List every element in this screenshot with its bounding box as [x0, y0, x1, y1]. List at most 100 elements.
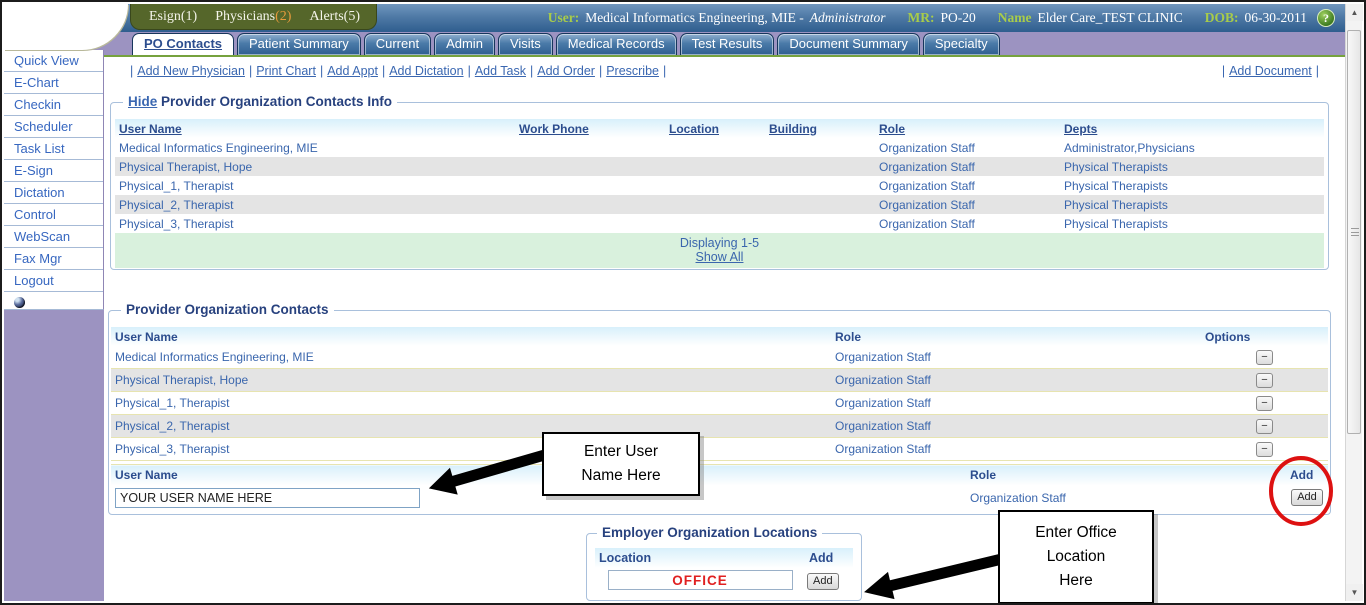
globe-icon[interactable] — [14, 297, 25, 308]
cell-depts: Physical Therapists — [1064, 216, 1168, 231]
mr-label: MR: — [907, 10, 935, 25]
cell-role: Organization Staff — [875, 157, 1060, 176]
sidebar-item-quick-view[interactable]: Quick View — [4, 50, 103, 72]
cell-depts: Physical Therapists — [1060, 157, 1324, 176]
employer-locations-title: Employer Organization Locations — [597, 525, 823, 540]
link-print-chart[interactable]: Print Chart — [256, 64, 316, 78]
esign-count: (1) — [180, 8, 198, 24]
remove-contact-button[interactable]: − — [1256, 350, 1273, 365]
scroll-down-icon[interactable]: ▼ — [1346, 584, 1363, 601]
sidebar-item-task-list[interactable]: Task List — [4, 138, 103, 160]
table-row[interactable]: Physical_3, Therapist Organization Staff − — [111, 437, 1328, 461]
remove-contact-button[interactable]: − — [1256, 419, 1273, 434]
col-user-name[interactable]: User Name — [115, 119, 515, 138]
sidebar-item-dictation[interactable]: Dictation — [4, 182, 103, 204]
col-building[interactable]: Building — [765, 119, 875, 138]
tab-current[interactable]: Current — [363, 33, 432, 55]
sidebar-item-scheduler[interactable]: Scheduler — [4, 116, 103, 138]
table-row[interactable]: Physical_1, Therapist Organization Staff P… — [115, 176, 1324, 195]
sidebar-item-e-sign[interactable]: E-Sign — [4, 160, 103, 182]
col-location[interactable]: Location — [665, 119, 765, 138]
link-add-task[interactable]: Add Task — [474, 64, 527, 78]
add-contact-row: Organization Staff Add — [111, 485, 1328, 511]
po-contacts-title: Provider Organization Contacts — [121, 302, 334, 317]
link-add-dictation[interactable]: Add Dictation — [389, 64, 464, 78]
table-row[interactable]: Physical_1, Therapist Organization Staff − — [111, 391, 1328, 415]
sidebar-item-logout[interactable]: Logout — [4, 270, 103, 292]
table-row[interactable]: Physical Therapist, Hope Organization Sta… — [115, 157, 1324, 176]
table-header-row: User Name Work Phone Location Building R… — [115, 119, 1324, 138]
sidebar-menu: Quick View E-Chart Checkin Scheduler Tas… — [4, 50, 104, 292]
po-contacts-info-title: Provider Organization Contacts Info — [161, 94, 393, 109]
cell-building — [765, 214, 875, 233]
name-label: Name — [997, 10, 1032, 25]
separator: | — [1221, 64, 1226, 78]
table-row[interactable]: Physical_3, Therapist Organization Staff P… — [115, 214, 1324, 233]
col-role[interactable]: Role — [875, 119, 1060, 138]
tab-specialty[interactable]: Specialty — [922, 33, 1000, 55]
link-prescribe[interactable]: Prescribe — [606, 64, 659, 78]
sidebar-item-webscan[interactable]: WebScan — [4, 226, 103, 248]
link-add-new-physician[interactable]: Add New Physician — [137, 64, 245, 78]
patient-context-bar: User: Medical Informatics Engineering, M… — [548, 4, 1335, 32]
cell-work-phone — [515, 157, 665, 176]
cell-role: Organization Staff — [879, 216, 975, 231]
link-add-order[interactable]: Add Order — [537, 64, 595, 78]
new-user-role-value: Organization Staff — [970, 490, 1066, 505]
add-contact-button[interactable]: Add — [1291, 489, 1323, 506]
user-role: Administrator — [809, 10, 886, 25]
separator: | — [598, 64, 603, 78]
vertical-scrollbar[interactable]: ▲ ▼ — [1345, 4, 1363, 601]
tab-document-summary[interactable]: Document Summary — [777, 33, 920, 55]
remove-contact-button[interactable]: − — [1256, 373, 1273, 388]
physicians-alert-link[interactable]: Physicians(2) — [215, 9, 291, 25]
table-row[interactable]: Medical Informatics Engineering, MIE Orga… — [115, 138, 1324, 157]
alerts-alert-link[interactable]: Alerts(5) — [309, 9, 360, 25]
separator: | — [1315, 64, 1319, 78]
cell-location — [665, 157, 765, 176]
location-input[interactable] — [607, 570, 793, 590]
tab-visits[interactable]: Visits — [497, 33, 553, 55]
sidebar-item-e-chart[interactable]: E-Chart — [4, 72, 103, 94]
sidebar-item-fax-mgr[interactable]: Fax Mgr — [4, 248, 103, 270]
scrollbar-thumb[interactable] — [1347, 30, 1361, 434]
callout-enter-user-name: Enter User Name Here — [542, 432, 700, 496]
cell-role: Organization Staff — [875, 195, 1060, 214]
sidebar-item-control[interactable]: Control — [4, 204, 103, 226]
cell-user: Physical Therapist, Hope — [115, 157, 515, 176]
link-add-document[interactable]: Add Document — [1229, 64, 1312, 78]
sidebar-item-checkin[interactable]: Checkin — [4, 94, 103, 116]
link-add-appt[interactable]: Add Appt — [327, 64, 378, 78]
logo-area — [4, 4, 128, 50]
tab-admin[interactable]: Admin — [434, 33, 495, 55]
hide-link[interactable]: Hide — [128, 94, 158, 109]
table-row[interactable]: Physical_2, Therapist Organization Staff − — [111, 414, 1328, 438]
tab-test-results[interactable]: Test Results — [679, 33, 775, 55]
table-row[interactable]: Medical Informatics Engineering, MIE Orga… — [111, 346, 1328, 369]
col-work-phone[interactable]: Work Phone — [515, 119, 665, 138]
remove-contact-button[interactable]: − — [1256, 396, 1273, 411]
esign-alert-link[interactable]: Esign(1) — [149, 9, 197, 25]
cell-location — [665, 138, 765, 157]
col-depts[interactable]: Depts — [1060, 119, 1324, 138]
physicians-count: (2) — [275, 8, 292, 24]
tab-medical-records[interactable]: Medical Records — [555, 33, 677, 55]
cell-work-phone — [515, 195, 665, 214]
add-location-button[interactable]: Add — [807, 572, 839, 590]
scroll-up-icon[interactable]: ▲ — [1346, 4, 1363, 21]
col-add: Add — [805, 548, 853, 568]
cell-role: Organization Staff — [879, 178, 975, 193]
locations-table: Location Add Add — [595, 548, 853, 592]
table-row[interactable]: Physical Therapist, Hope Organization Sta… — [111, 368, 1328, 392]
tab-bar: PO Contacts Patient Summary Current Admi… — [4, 32, 1345, 57]
tab-patient-summary[interactable]: Patient Summary — [237, 33, 361, 55]
help-icon[interactable]: ? — [1317, 9, 1335, 27]
cell-role: Organization Staff — [831, 391, 1201, 415]
new-user-name-input[interactable] — [115, 487, 420, 508]
table-row[interactable]: Physical_2, Therapist Organization Staff P… — [115, 195, 1324, 214]
remove-contact-button[interactable]: − — [1256, 442, 1273, 457]
tab-po-contacts[interactable]: PO Contacts — [132, 33, 235, 55]
cell-user: Physical Therapist, Hope — [111, 368, 831, 392]
dob-value: 06-30-2011 — [1244, 10, 1308, 25]
show-all-link[interactable]: Show All — [695, 250, 744, 264]
